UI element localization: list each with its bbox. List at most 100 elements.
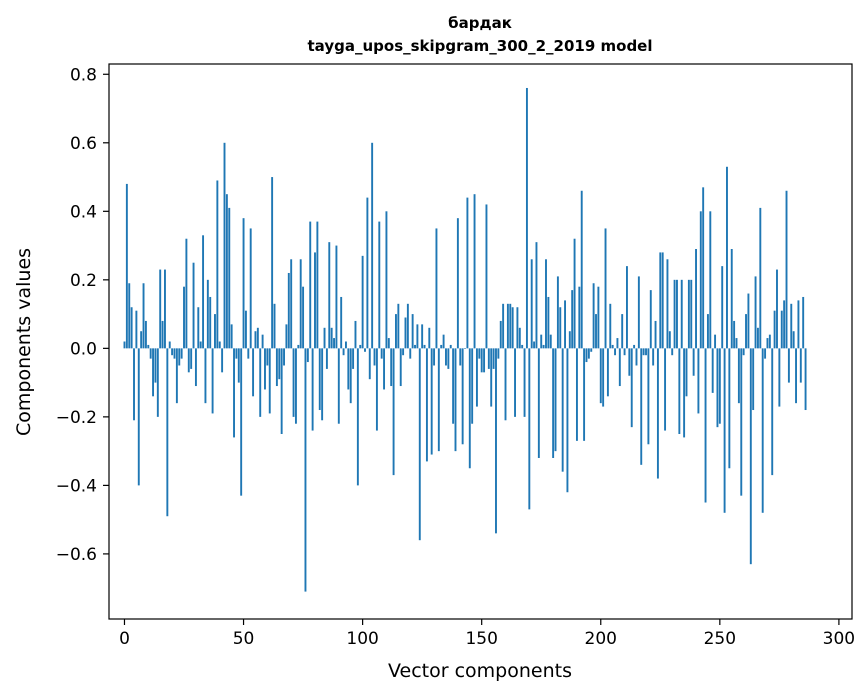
bar bbox=[187, 348, 190, 373]
x-tick-label: 200 bbox=[585, 629, 617, 649]
bar bbox=[776, 269, 778, 349]
bar bbox=[599, 348, 602, 404]
bar bbox=[783, 300, 786, 349]
bar bbox=[218, 341, 221, 349]
bar bbox=[299, 259, 302, 349]
bar bbox=[197, 307, 200, 349]
bar bbox=[771, 348, 774, 476]
bar bbox=[633, 344, 636, 349]
bar bbox=[595, 314, 597, 349]
bar bbox=[356, 348, 359, 486]
bar bbox=[492, 348, 495, 369]
bar bbox=[614, 348, 617, 356]
bar bbox=[585, 348, 588, 363]
bar bbox=[135, 310, 138, 349]
bar bbox=[630, 348, 633, 428]
bar bbox=[616, 338, 619, 349]
bar bbox=[445, 348, 447, 366]
bar bbox=[235, 348, 238, 359]
bar bbox=[371, 142, 374, 349]
bar bbox=[752, 348, 755, 411]
y-tick-label: 0.6 bbox=[70, 134, 97, 154]
bar bbox=[666, 259, 669, 349]
bar bbox=[640, 348, 643, 465]
bar bbox=[287, 272, 290, 349]
bar bbox=[278, 348, 281, 380]
bar bbox=[759, 207, 762, 349]
bar bbox=[283, 348, 285, 366]
bar bbox=[387, 338, 390, 349]
bar bbox=[133, 348, 135, 421]
bar bbox=[604, 228, 607, 349]
bar bbox=[680, 279, 683, 349]
bar bbox=[383, 348, 386, 390]
bar bbox=[359, 344, 362, 349]
bar bbox=[699, 211, 702, 349]
bar bbox=[342, 348, 345, 356]
bar bbox=[428, 327, 431, 349]
bar bbox=[592, 283, 595, 349]
x-tick-label: 50 bbox=[233, 629, 255, 649]
bar bbox=[318, 348, 321, 411]
bar bbox=[580, 190, 583, 349]
bar bbox=[380, 348, 383, 359]
bar bbox=[549, 334, 552, 349]
bar bbox=[378, 221, 381, 349]
bar bbox=[797, 300, 800, 349]
bar bbox=[268, 348, 271, 414]
bar bbox=[199, 341, 202, 349]
bar bbox=[718, 348, 721, 424]
bar bbox=[223, 142, 226, 349]
bar bbox=[626, 266, 628, 349]
bar bbox=[392, 348, 395, 476]
bar bbox=[795, 348, 797, 404]
bar bbox=[321, 348, 324, 421]
bar bbox=[123, 341, 126, 349]
bar bbox=[337, 348, 340, 424]
bar bbox=[711, 348, 714, 393]
bar bbox=[211, 348, 214, 414]
bar bbox=[483, 348, 486, 373]
bar bbox=[206, 279, 209, 349]
plot-frame bbox=[108, 63, 853, 620]
bar bbox=[525, 87, 528, 349]
bar bbox=[292, 348, 295, 417]
x-tick-label: 250 bbox=[704, 629, 736, 649]
bar bbox=[773, 310, 776, 349]
bar bbox=[606, 348, 609, 397]
bar bbox=[692, 348, 695, 376]
bar bbox=[521, 344, 524, 349]
bar bbox=[216, 180, 219, 349]
bar bbox=[297, 344, 300, 349]
bar bbox=[499, 320, 502, 349]
bar bbox=[506, 303, 509, 349]
bar bbox=[735, 338, 738, 349]
bar bbox=[311, 348, 314, 431]
bar bbox=[597, 286, 600, 349]
bar bbox=[530, 259, 533, 349]
bar bbox=[171, 348, 174, 356]
bar bbox=[144, 320, 147, 349]
bar bbox=[264, 348, 266, 390]
bar bbox=[168, 341, 171, 349]
y-tick-label: −0.2 bbox=[56, 408, 97, 428]
bar bbox=[233, 348, 235, 438]
bar bbox=[421, 324, 424, 349]
bar bbox=[433, 348, 436, 366]
bar bbox=[554, 348, 557, 452]
bar bbox=[416, 324, 419, 349]
bar bbox=[404, 317, 407, 349]
bar bbox=[747, 293, 750, 349]
bar bbox=[487, 348, 490, 369]
bar bbox=[495, 348, 497, 534]
bar bbox=[804, 348, 807, 411]
bar bbox=[697, 348, 700, 414]
bar bbox=[618, 348, 621, 387]
bar bbox=[768, 334, 771, 349]
bar bbox=[561, 348, 564, 472]
bar bbox=[702, 187, 705, 349]
bar bbox=[545, 259, 547, 349]
bar bbox=[726, 166, 728, 349]
bar bbox=[304, 348, 307, 592]
bar bbox=[540, 334, 543, 349]
